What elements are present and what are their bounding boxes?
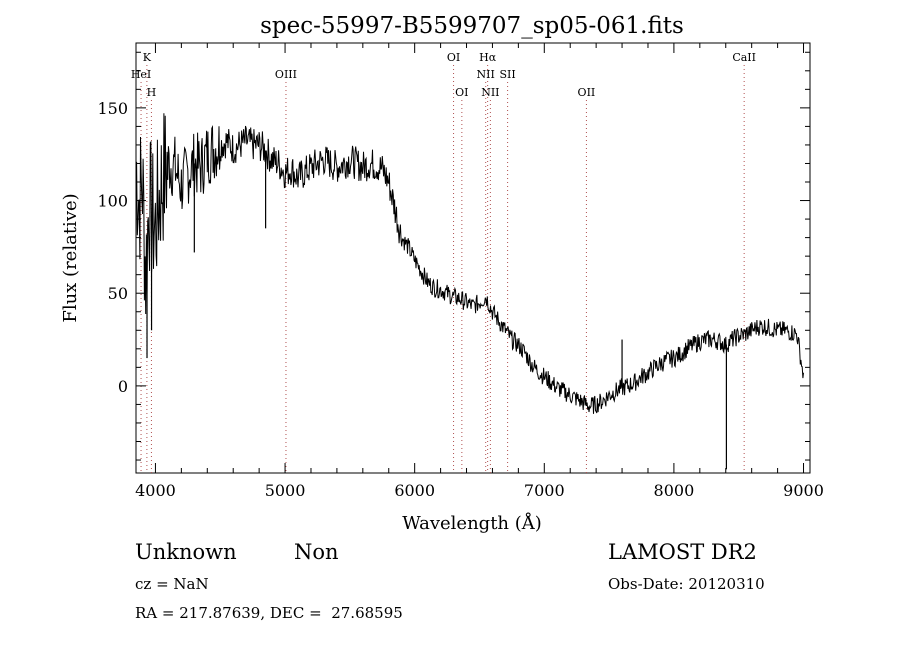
- x-axis-ticks: 4000 5000 6000 7000 8000 9000: [135, 43, 824, 500]
- obs-date-text: Obs-Date: 20120310: [608, 575, 765, 593]
- line-marker-label: CaII: [732, 51, 756, 64]
- chart-title: spec-55997-B5599707_sp05-061.fits: [260, 13, 684, 39]
- y-tick-label: 150: [97, 99, 128, 118]
- coordinates-text: RA = 217.87639, DEC = 27.68595: [135, 604, 403, 622]
- x-axis-label: Wavelength (Å): [402, 512, 542, 534]
- survey-name: LAMOST DR2: [608, 540, 757, 564]
- line-marker-label: OI: [455, 86, 468, 99]
- line-marker-label: OII: [578, 86, 596, 99]
- line-marker-label: H: [147, 86, 157, 99]
- y-tick-label: 100: [97, 192, 128, 211]
- line-marker-label: SII: [499, 68, 515, 81]
- x-tick-label: 8000: [654, 481, 695, 500]
- line-marker-label: NII: [477, 68, 495, 81]
- x-tick-label: 4000: [135, 481, 176, 500]
- x-tick-label: 5000: [265, 481, 306, 500]
- line-marker-label: OI: [447, 51, 460, 64]
- object-class: Unknown: [135, 540, 237, 564]
- redshift-text: cz = NaN: [135, 575, 209, 593]
- y-tick-label: 0: [118, 377, 128, 396]
- plot-frame: [135, 42, 811, 474]
- y-axis-label: Flux (relative): [60, 193, 81, 322]
- line-marker-label: NII: [481, 86, 499, 99]
- x-tick-label: 7000: [524, 481, 565, 500]
- line-marker-label: Hα: [479, 51, 497, 64]
- x-tick-label: 9000: [783, 481, 824, 500]
- line-marker-label: OIII: [275, 68, 297, 81]
- x-tick-label: 6000: [394, 481, 435, 500]
- y-tick-label: 50: [108, 284, 128, 303]
- spectrum-spikes: [146, 150, 727, 470]
- line-marker-label: HeI: [131, 68, 151, 81]
- y-axis-ticks: 0 50 100 150: [97, 51, 810, 461]
- line-marker-label: K: [143, 51, 152, 64]
- object-subclass: Non: [294, 540, 339, 564]
- spectrum-line: [135, 113, 804, 414]
